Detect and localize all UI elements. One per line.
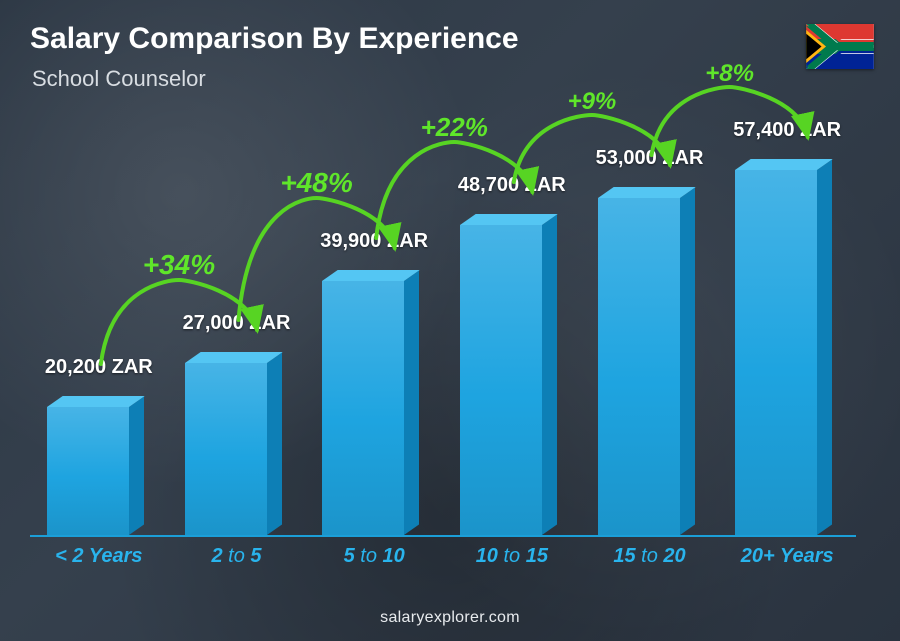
chart-subtitle: School Counselor	[32, 66, 206, 92]
south-africa-flag-icon	[806, 24, 874, 69]
chart-title: Salary Comparison By Experience	[30, 22, 519, 56]
x-axis-category: 20+ Years	[718, 545, 856, 568]
bar	[322, 270, 426, 535]
x-axis-baseline	[30, 535, 856, 537]
x-axis-category: 15 to 20	[581, 545, 719, 568]
bar-group: 48,700 ZAR	[443, 110, 581, 535]
infographic-stage: Salary Comparison By Experience School C…	[0, 0, 900, 641]
bar-value-label: 27,000 ZAR	[183, 312, 291, 335]
bar	[598, 187, 702, 535]
bar-chart: 20,200 ZAR 27,000 ZAR 39,900 ZAR 48,700 ZAR…	[30, 110, 856, 571]
x-axis-category: < 2 Years	[30, 545, 168, 568]
bar-group: 20,200 ZAR	[30, 110, 168, 535]
bar-value-label: 48,700 ZAR	[458, 174, 566, 197]
growth-pct-label: +8%	[705, 60, 754, 87]
bar	[735, 159, 839, 535]
bar-value-label: 39,900 ZAR	[320, 230, 428, 253]
x-axis-category: 2 to 5	[168, 545, 306, 568]
bars-container: 20,200 ZAR 27,000 ZAR 39,900 ZAR 48,700 ZAR…	[30, 110, 856, 535]
x-axis-category: 5 to 10	[305, 545, 443, 568]
x-axis-labels: < 2 Years2 to 55 to 1010 to 1515 to 2020…	[30, 541, 856, 571]
bar-value-label: 53,000 ZAR	[596, 147, 704, 170]
bar-value-label: 57,400 ZAR	[733, 119, 841, 142]
bar-group: 27,000 ZAR	[168, 110, 306, 535]
bar-value-label: 20,200 ZAR	[45, 356, 153, 379]
bar	[47, 396, 151, 535]
bar-group: 57,400 ZAR	[718, 110, 856, 535]
bar-group: 39,900 ZAR	[305, 110, 443, 535]
footer-attribution: salaryexplorer.com	[0, 609, 900, 627]
bar	[185, 352, 289, 535]
x-axis-category: 10 to 15	[443, 545, 581, 568]
bar	[460, 214, 564, 535]
bar-group: 53,000 ZAR	[581, 110, 719, 535]
